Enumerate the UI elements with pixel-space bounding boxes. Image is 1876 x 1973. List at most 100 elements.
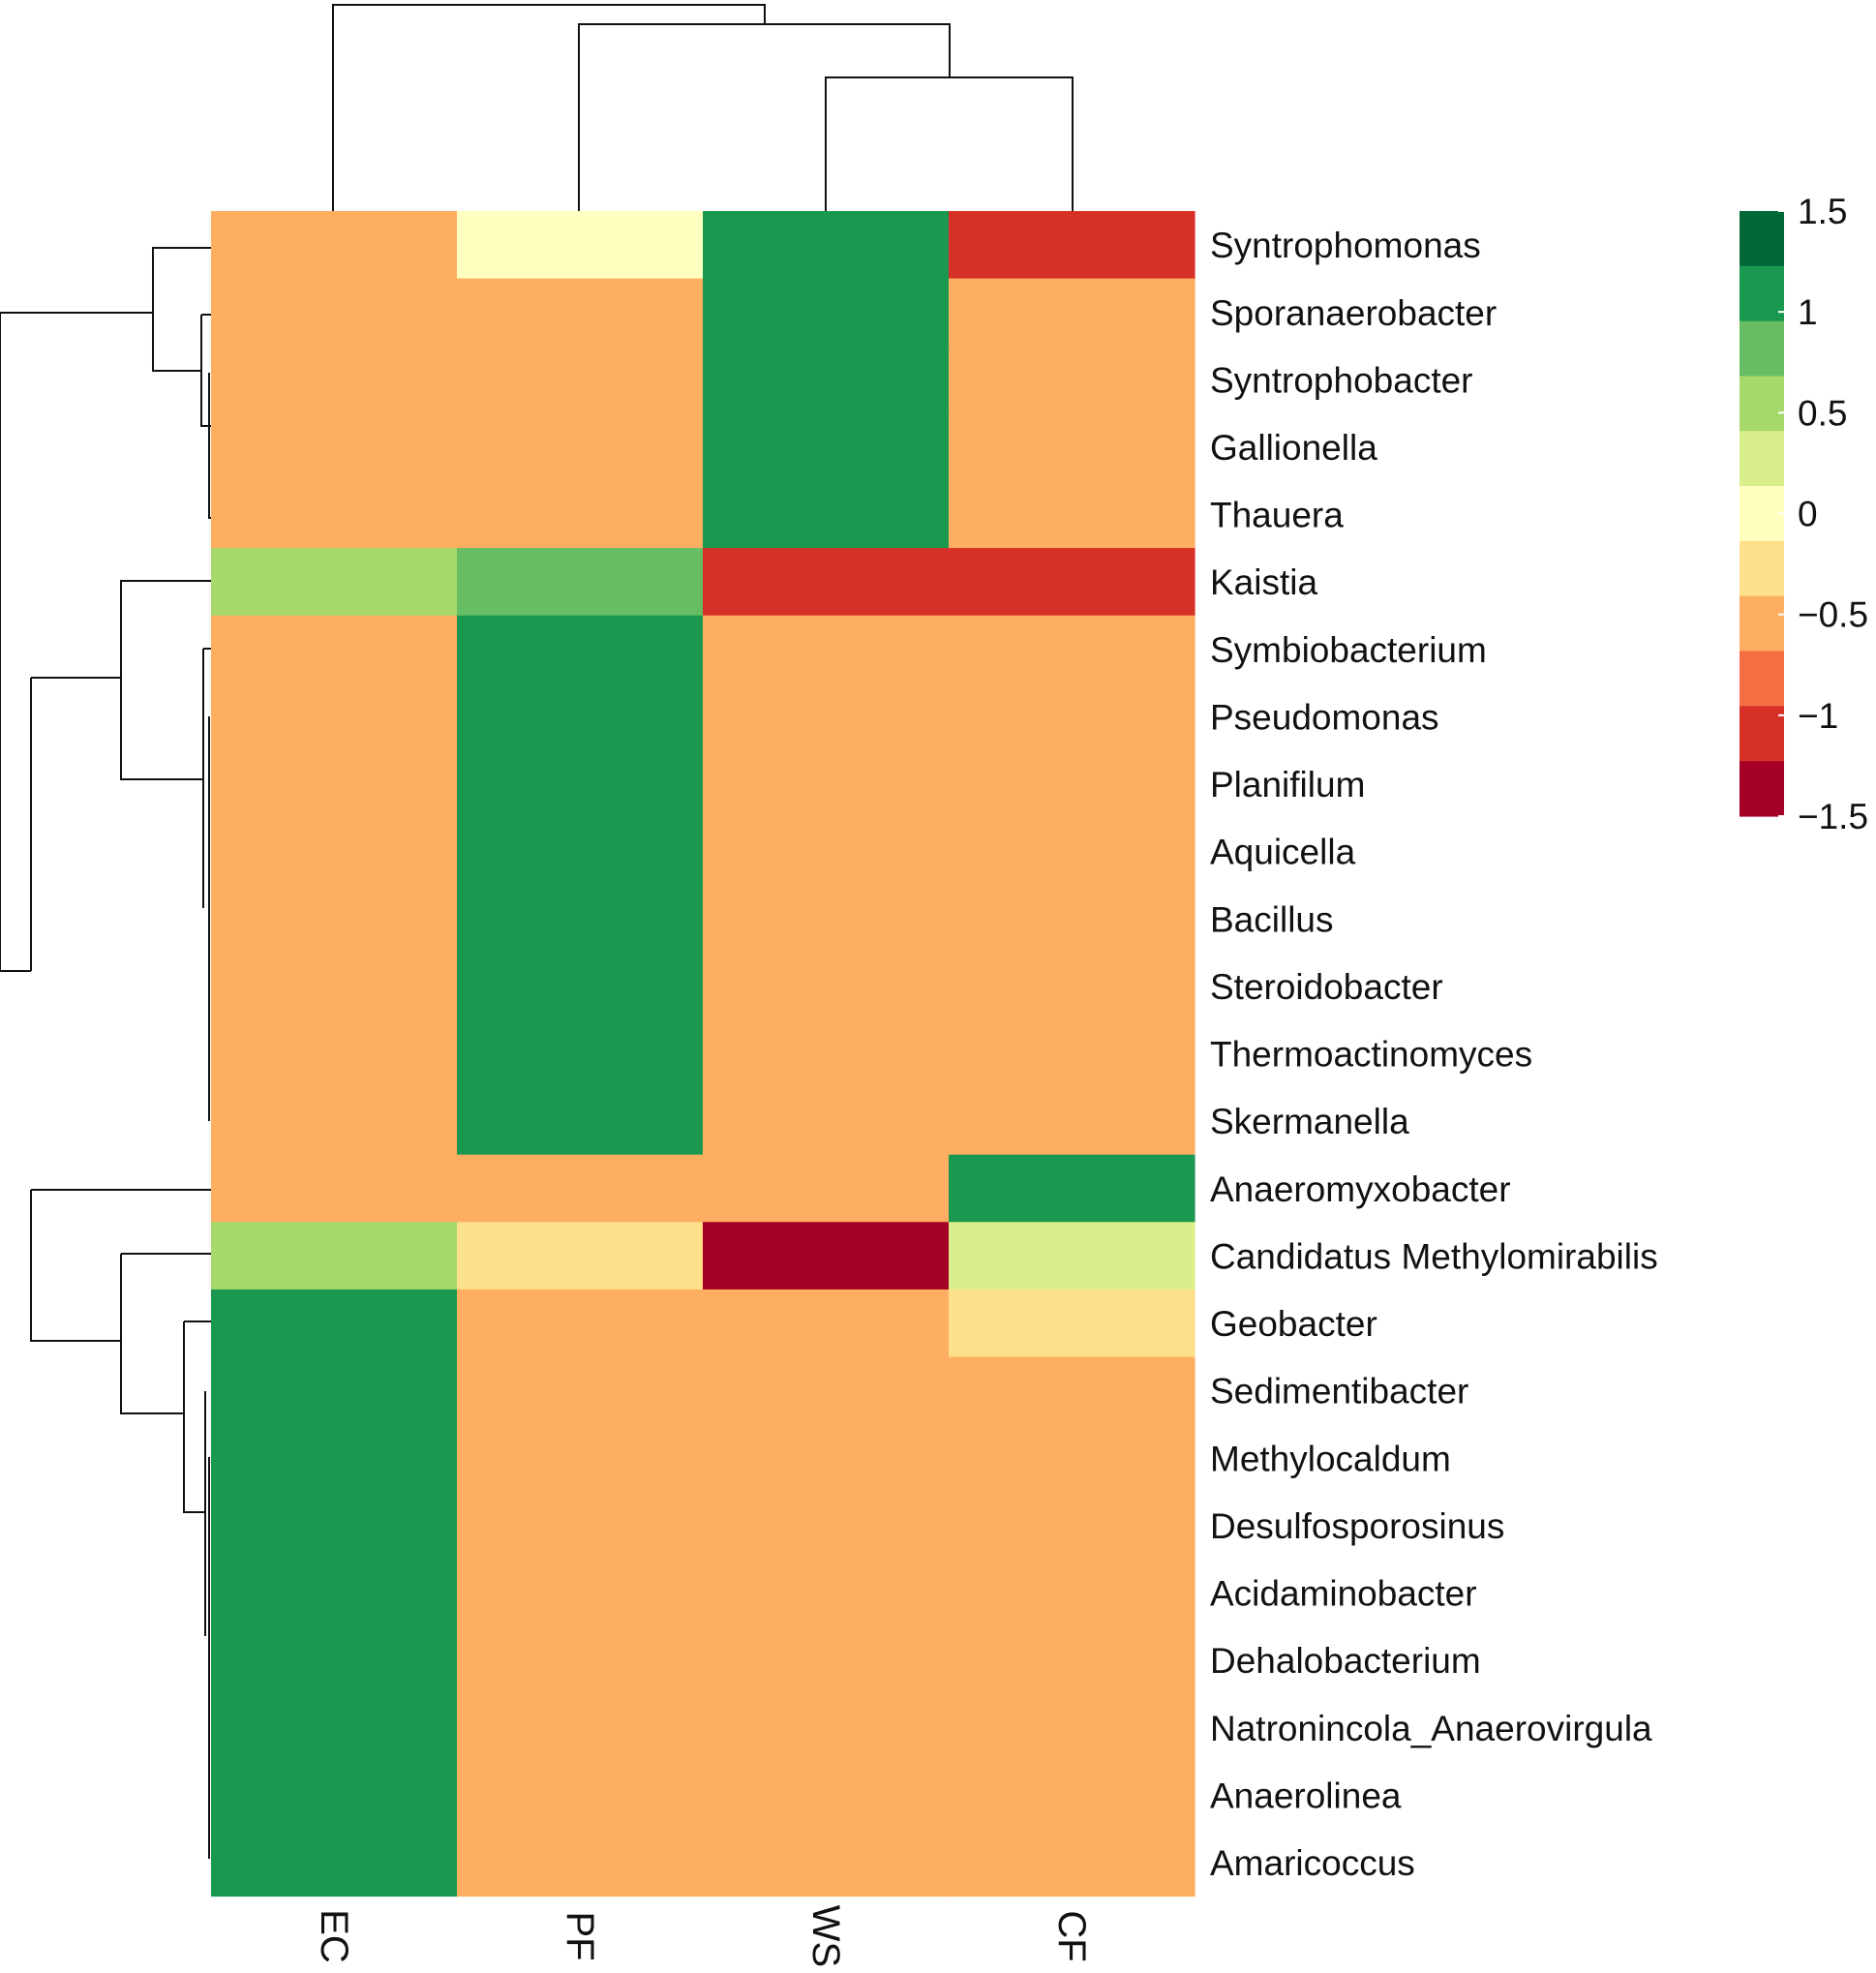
heatmap-cell-anaerolinea-pf <box>457 1761 704 1830</box>
heatmap-cell-planifilum-ws <box>703 749 950 819</box>
heatmap-cell-anaerolinea-ws <box>703 1761 950 1830</box>
heatmap-cell-skermanella-cf <box>949 1087 1195 1156</box>
heatmap-cell-thermoactinomyces-ws <box>703 1019 950 1088</box>
heatmap-cell-anaerolinea-ec <box>211 1761 458 1830</box>
heatmap-cell-syntrophobacter-cf <box>949 346 1195 414</box>
row-label-dehalobacterium: Dehalobacterium <box>1210 1641 1481 1681</box>
row-label-candidatus-methylomirabilis: Candidatus Methylomirabilis <box>1210 1236 1658 1276</box>
row-dendrogram-top-merge <box>152 248 201 372</box>
row-dendrogram-top-sub <box>200 315 211 427</box>
legend-tick-label: 0.5 <box>1798 393 1847 433</box>
heatmap-cell-acidaminobacter-ws <box>703 1559 950 1627</box>
heatmap-cell-syntrophomonas-ec <box>211 211 458 280</box>
heatmap-cells <box>211 211 1195 1897</box>
heatmap-cell-dehalobacterium-ec <box>211 1626 458 1695</box>
column-dendrogram-branch-ws-cf <box>825 76 1074 211</box>
heatmap-cell-amaricoccus-cf <box>949 1828 1195 1897</box>
heatmap-cell-pseudomonas-ec <box>211 683 458 751</box>
heatmap-cell-natronincola-anaerovirgula-cf <box>949 1693 1195 1762</box>
row-label-syntrophomonas: Syntrophomonas <box>1210 226 1481 265</box>
heatmap-cell-aquicella-ws <box>703 817 950 886</box>
heatmap-cell-anaeromyxobacter-ec <box>211 1154 458 1223</box>
heatmap-cell-steroidobacter-ec <box>211 952 458 1021</box>
heatmap-cell-dehalobacterium-pf <box>457 1626 704 1695</box>
heatmap-cell-steroidobacter-ws <box>703 952 950 1021</box>
legend-tick-label: −0.5 <box>1798 595 1868 635</box>
heatmap-cell-acidaminobacter-pf <box>457 1559 704 1627</box>
heatmap-cell-aquicella-pf <box>457 817 704 886</box>
heatmap-cell-gallionella-pf <box>457 412 704 482</box>
heatmap-cell-sedimentibacter-pf <box>457 1356 704 1425</box>
heatmap-cell-geobacter-ws <box>703 1289 950 1358</box>
heatmap-cell-methylocaldum-cf <box>949 1424 1195 1493</box>
row-dendrogram-bottom-merge <box>183 1321 205 1513</box>
heatmap-cell-thauera-pf <box>457 480 704 549</box>
row-label-bacillus: Bacillus <box>1210 899 1334 939</box>
heatmap-cell-amaricoccus-pf <box>457 1828 704 1897</box>
heatmap-cell-syntrophomonas-pf <box>457 211 704 280</box>
legend-swatch-5 <box>1740 431 1784 487</box>
column-label-pf: PF <box>559 1911 601 1960</box>
heatmap-cell-acidaminobacter-cf <box>949 1559 1195 1627</box>
row-label-aquicella: Aquicella <box>1210 833 1356 872</box>
heatmap-cell-anaeromyxobacter-pf <box>457 1154 704 1223</box>
row-dendrogram-bottom-cluster <box>120 1254 184 1414</box>
row-label-thermoactinomyces: Thermoactinomyces <box>1210 1035 1532 1075</box>
heatmap-cell-sporanaerobacter-pf <box>457 278 704 347</box>
heatmap-cell-sedimentibacter-ws <box>703 1356 950 1425</box>
row-labels: Syntrophomonas Sporanaerobacter Syntrophob… <box>1210 226 1658 1883</box>
heatmap-cell-methylocaldum-ec <box>211 1424 458 1493</box>
heatmap-cell-dehalobacterium-ws <box>703 1626 950 1695</box>
legend-swatch-6 <box>1740 486 1784 542</box>
color-legend-bar <box>1740 211 1784 817</box>
column-label-cf: CF <box>1050 1910 1093 1961</box>
legend-tick-label: 1 <box>1798 292 1818 332</box>
row-label-sedimentibacter: Sedimentibacter <box>1210 1372 1468 1411</box>
heatmap-cell-sporanaerobacter-ec <box>211 278 458 347</box>
heatmap-cell-skermanella-pf <box>457 1087 704 1156</box>
legend-swatch-8 <box>1740 595 1784 653</box>
row-label-anaeromyxobacter: Anaeromyxobacter <box>1210 1169 1511 1209</box>
column-labels: EC PF WS CF <box>313 1905 1093 1967</box>
heatmap-cell-bacillus-cf <box>949 885 1195 954</box>
heatmap-cell-gallionella-ec <box>211 412 458 482</box>
heatmap-cell-symbiobacterium-cf <box>949 615 1195 683</box>
heatmap-cell-pseudomonas-ws <box>703 683 950 751</box>
heatmap-cell-geobacter-ec <box>211 1289 458 1358</box>
row-label-syntrophobacter: Syntrophobacter <box>1210 360 1473 400</box>
heatmap-cell-thauera-ws <box>703 480 950 549</box>
heatmap-cell-aquicella-ec <box>211 817 458 886</box>
row-label-sporanaerobacter: Sporanaerobacter <box>1210 293 1497 333</box>
column-label-ws: WS <box>804 1905 847 1967</box>
heatmap-cell-skermanella-ec <box>211 1087 458 1156</box>
heatmap-cell-methylocaldum-ws <box>703 1424 950 1493</box>
heatmap-cell-pseudomonas-pf <box>457 683 704 751</box>
heatmap-cell-thermoactinomyces-cf <box>949 1019 1195 1088</box>
heatmap-cell-geobacter-pf <box>457 1289 704 1358</box>
heatmap-cell-planifilum-pf <box>457 749 704 819</box>
heatmap-cell-natronincola-anaerovirgula-pf <box>457 1693 704 1762</box>
heatmap-cell-kaistia-ec <box>211 548 458 617</box>
row-dendrogram-middle-merge <box>120 678 203 780</box>
row-label-amaricoccus: Amaricoccus <box>1210 1843 1415 1883</box>
heatmap-cell-gallionella-cf <box>949 412 1195 482</box>
heatmap-cell-candidatus-methylomirabilis-pf <box>457 1222 704 1290</box>
heatmap-cell-kaistia-ws <box>703 548 950 617</box>
row-label-methylocaldum: Methylocaldum <box>1210 1439 1451 1478</box>
row-dendrogram-top-cluster <box>0 247 211 314</box>
heatmap-cell-desulfosporosinus-ec <box>211 1491 458 1560</box>
heatmap-cell-bacillus-pf <box>457 885 704 954</box>
legend-swatch-7 <box>1740 540 1784 597</box>
row-label-planifilum: Planifilum <box>1210 765 1365 804</box>
heatmap-cell-anaeromyxobacter-ws <box>703 1154 950 1223</box>
legend-swatch-2 <box>1740 265 1784 322</box>
heatmap-cell-bacillus-ws <box>703 885 950 954</box>
heatmap-cell-dehalobacterium-cf <box>949 1626 1195 1695</box>
legend-swatch-1 <box>1740 211 1784 267</box>
legend-swatch-4 <box>1740 376 1784 432</box>
heatmap-cell-candidatus-methylomirabilis-ec <box>211 1222 458 1290</box>
heatmap-cell-geobacter-cf <box>949 1289 1195 1358</box>
row-dendrogram-root <box>0 313 31 972</box>
heatmap-cell-thermoactinomyces-pf <box>457 1019 704 1088</box>
heatmap-cell-sporanaerobacter-cf <box>949 278 1195 347</box>
